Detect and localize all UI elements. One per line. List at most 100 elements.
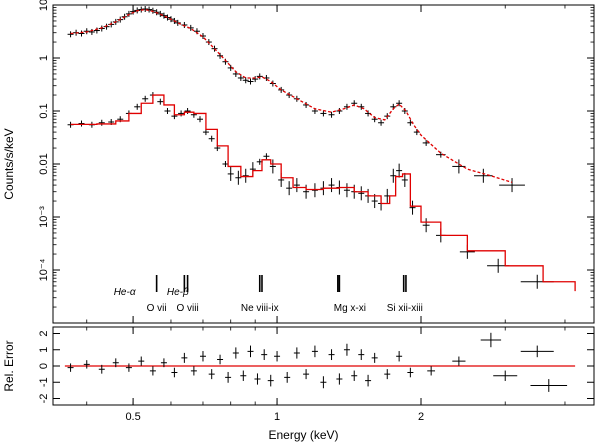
spectrum-data-point xyxy=(499,178,525,193)
spectrum-data-point xyxy=(242,168,249,183)
spectrum-data-point xyxy=(142,95,149,102)
residuals-data-point xyxy=(247,345,254,358)
spectrum-ytick-label: 0.1 xyxy=(38,103,50,118)
spectrum-data-point xyxy=(343,183,350,198)
residuals-data-point xyxy=(320,376,327,389)
residuals-ytick-label: 2 xyxy=(38,330,50,336)
spectrum-data-point xyxy=(358,186,365,201)
spectrum-data-point xyxy=(390,168,397,183)
residuals-data-point xyxy=(171,367,178,378)
residuals-data-point xyxy=(225,371,232,383)
residuals-data-point xyxy=(303,369,310,380)
spectrum-series-lower-spectrum-model xyxy=(70,94,576,292)
spectrum-ytick-label: 10⁻⁴ xyxy=(38,258,50,281)
residuals-data-point xyxy=(274,351,281,362)
residuals-data-point xyxy=(311,345,318,358)
spectrum-ytick-label: 10⁻³ xyxy=(38,206,50,228)
spectrum-ytick-label: 10 xyxy=(38,0,50,11)
spectrum-data-point xyxy=(181,21,188,28)
x-tick-label: 2 xyxy=(418,411,424,423)
residuals-data-point xyxy=(365,374,372,387)
spectrum-data-point xyxy=(235,170,242,185)
residuals-data-point xyxy=(358,349,365,361)
spectrum-data-point xyxy=(164,14,171,21)
residuals-ytick-label: -1 xyxy=(38,377,50,387)
residuals-data-point xyxy=(427,366,436,376)
spectrum-data-point xyxy=(237,74,244,81)
residuals-ytick-label: 1 xyxy=(38,347,50,353)
spectrum-data-point xyxy=(252,76,259,83)
spectrum-data-point xyxy=(242,77,249,84)
spectrum-data-point xyxy=(401,172,408,187)
spectrum-data-point xyxy=(202,129,209,136)
spectrum-data-point xyxy=(103,23,110,30)
spectrum-data-point xyxy=(320,110,327,117)
residuals-data-point xyxy=(343,343,350,356)
spectrum-data-point xyxy=(157,98,164,105)
spectrum-data-point xyxy=(78,30,85,37)
residuals-data-point xyxy=(407,367,414,378)
spectrum-data-point xyxy=(67,31,74,38)
spectrum-data-point xyxy=(452,159,466,174)
spectrum-data-point xyxy=(196,116,203,123)
residuals-data-point xyxy=(217,354,224,365)
residuals-data-point xyxy=(530,379,568,392)
line-label-he-: He-β xyxy=(167,287,189,298)
residuals-data-point xyxy=(452,356,466,366)
residuals-data-point xyxy=(267,374,274,387)
x-tick-label: 1 xyxy=(274,411,280,423)
spectrum-data-point xyxy=(303,101,310,108)
residuals-data-point xyxy=(199,351,206,362)
spectrum-data-point xyxy=(256,73,263,80)
residuals-data-point xyxy=(98,364,105,374)
residuals-data-point xyxy=(112,358,119,368)
residuals-data-point xyxy=(138,356,145,366)
spectrum-data-point xyxy=(293,178,300,193)
spectrum-data-point xyxy=(227,166,234,181)
residuals-ylabel: Rel. Error xyxy=(2,340,16,391)
spectrum-ylabel: Counts/s/keV xyxy=(2,128,16,199)
residuals-data-point xyxy=(67,363,74,372)
x-tick-label: 0.5 xyxy=(125,411,140,423)
line-label-o-viii: O viii xyxy=(176,303,198,314)
spectrum-data-point xyxy=(88,28,95,35)
residuals-data-point xyxy=(351,370,358,381)
residuals-ytick-label: 0 xyxy=(38,363,50,369)
residuals-data-point xyxy=(520,345,554,358)
residuals-data-point xyxy=(240,370,247,381)
spectrum-ytick-label: 1 xyxy=(38,55,50,61)
residuals-data-point xyxy=(83,360,90,369)
spectrum-data-point xyxy=(286,181,293,196)
line-label-he-: He-α xyxy=(114,287,136,298)
spectrum-data-point xyxy=(134,103,141,110)
residuals-data-point xyxy=(232,347,239,359)
spectrum-data-point xyxy=(83,28,90,35)
spectrum-data-point xyxy=(208,135,215,142)
spectrum-data-point xyxy=(98,119,105,126)
spectrum-data-point xyxy=(396,163,403,178)
residuals-data-point xyxy=(149,366,156,376)
spectrum-data-point xyxy=(263,153,270,160)
residuals-data-point xyxy=(384,369,391,380)
spectrum-data-point xyxy=(328,178,335,193)
line-label-ne-viii-ix: Ne viii-ix xyxy=(241,303,279,314)
residuals-data-point xyxy=(254,373,261,385)
residuals-data-point xyxy=(160,358,167,368)
spectrum-data-point xyxy=(409,200,416,215)
spectrum-data-point xyxy=(247,78,254,85)
spectrum-data-point xyxy=(336,108,343,114)
spectrum-data-point xyxy=(174,19,181,26)
spectrum-frame xyxy=(52,4,595,324)
residuals-data-point xyxy=(293,347,300,359)
spectrum-data-point xyxy=(422,139,430,146)
line-label-mg-x-xi: Mg x-xi xyxy=(334,303,366,314)
line-label-si-xii-xiii: Si xii-xiii xyxy=(387,303,423,314)
spectrum-data-point xyxy=(184,108,191,114)
residuals-data-point xyxy=(125,363,132,372)
residuals-data-point xyxy=(396,351,403,362)
residuals-data-point xyxy=(336,373,343,385)
spectrum-series-upper-spectrum-model xyxy=(70,8,513,184)
spectrum-data-point xyxy=(142,6,149,13)
spectrum-data-point xyxy=(311,183,318,198)
line-label-o-vii: O vii xyxy=(147,303,167,314)
